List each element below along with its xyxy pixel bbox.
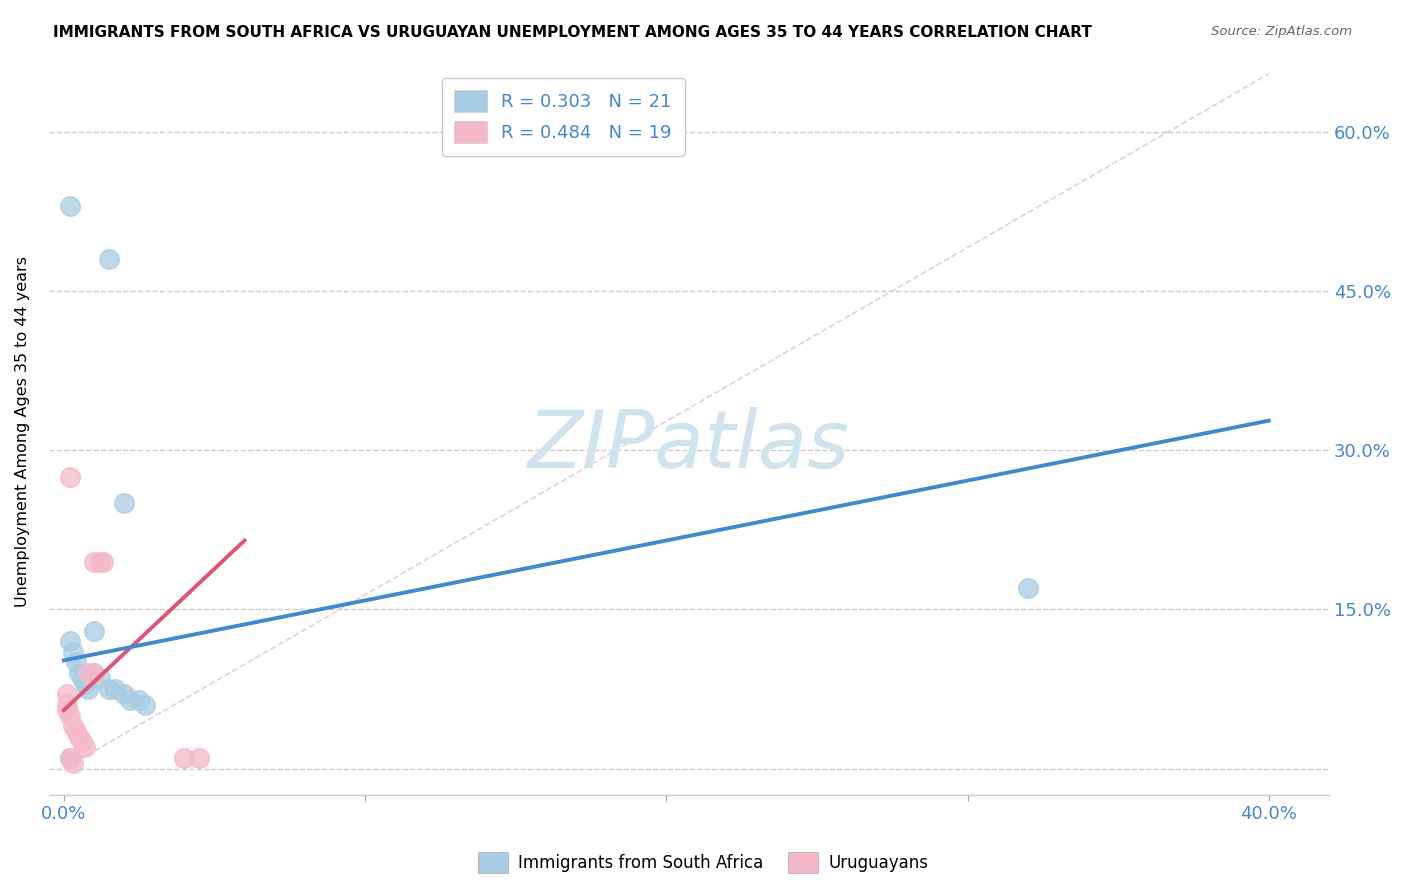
Point: [188, 751, 211, 765]
Point: [83, 666, 105, 681]
Point: [70, 735, 93, 749]
Point: [62, 645, 84, 659]
Point: [73, 676, 96, 690]
Text: ZIPatlas: ZIPatlas: [527, 408, 851, 485]
Point: [104, 681, 127, 696]
Point: [120, 692, 142, 706]
Point: [112, 496, 135, 510]
Point: [59, 751, 82, 765]
Point: [83, 666, 105, 681]
Point: [56, 703, 79, 717]
Point: [70, 672, 93, 686]
Point: [73, 740, 96, 755]
Text: IMMIGRANTS FROM SOUTH AFRICA VS URUGUAYAN UNEMPLOYMENT AMONG AGES 35 TO 44 YEARS: IMMIGRANTS FROM SOUTH AFRICA VS URUGUAYA…: [53, 25, 1092, 40]
Point: [112, 687, 135, 701]
Point: [67, 666, 90, 681]
Point: [65, 724, 87, 739]
Point: [65, 656, 87, 670]
Point: [89, 555, 111, 569]
Point: [62, 756, 84, 771]
Legend: Immigrants from South Africa, Uruguayans: Immigrants from South Africa, Uruguayans: [471, 846, 935, 880]
Point: [77, 681, 100, 696]
Point: [134, 698, 156, 712]
Legend: R = 0.303   N = 21, R = 0.484   N = 19: R = 0.303 N = 21, R = 0.484 N = 19: [441, 78, 685, 156]
Point: [77, 666, 100, 681]
Point: [59, 708, 82, 723]
Point: [98, 252, 121, 267]
Point: [59, 199, 82, 213]
Point: [56, 687, 79, 701]
Point: [83, 624, 105, 638]
Point: [91, 555, 114, 569]
Point: [67, 730, 90, 744]
Point: [62, 719, 84, 733]
Y-axis label: Unemployment Among Ages 35 to 44 years: Unemployment Among Ages 35 to 44 years: [15, 256, 30, 607]
Point: [128, 692, 150, 706]
Point: [173, 751, 195, 765]
Point: [59, 751, 82, 765]
Point: [89, 672, 111, 686]
Point: [83, 555, 105, 569]
Text: Source: ZipAtlas.com: Source: ZipAtlas.com: [1212, 25, 1353, 38]
Point: [1017, 581, 1039, 595]
Point: [56, 698, 79, 712]
Point: [59, 470, 82, 484]
Point: [59, 634, 82, 648]
Point: [98, 681, 121, 696]
